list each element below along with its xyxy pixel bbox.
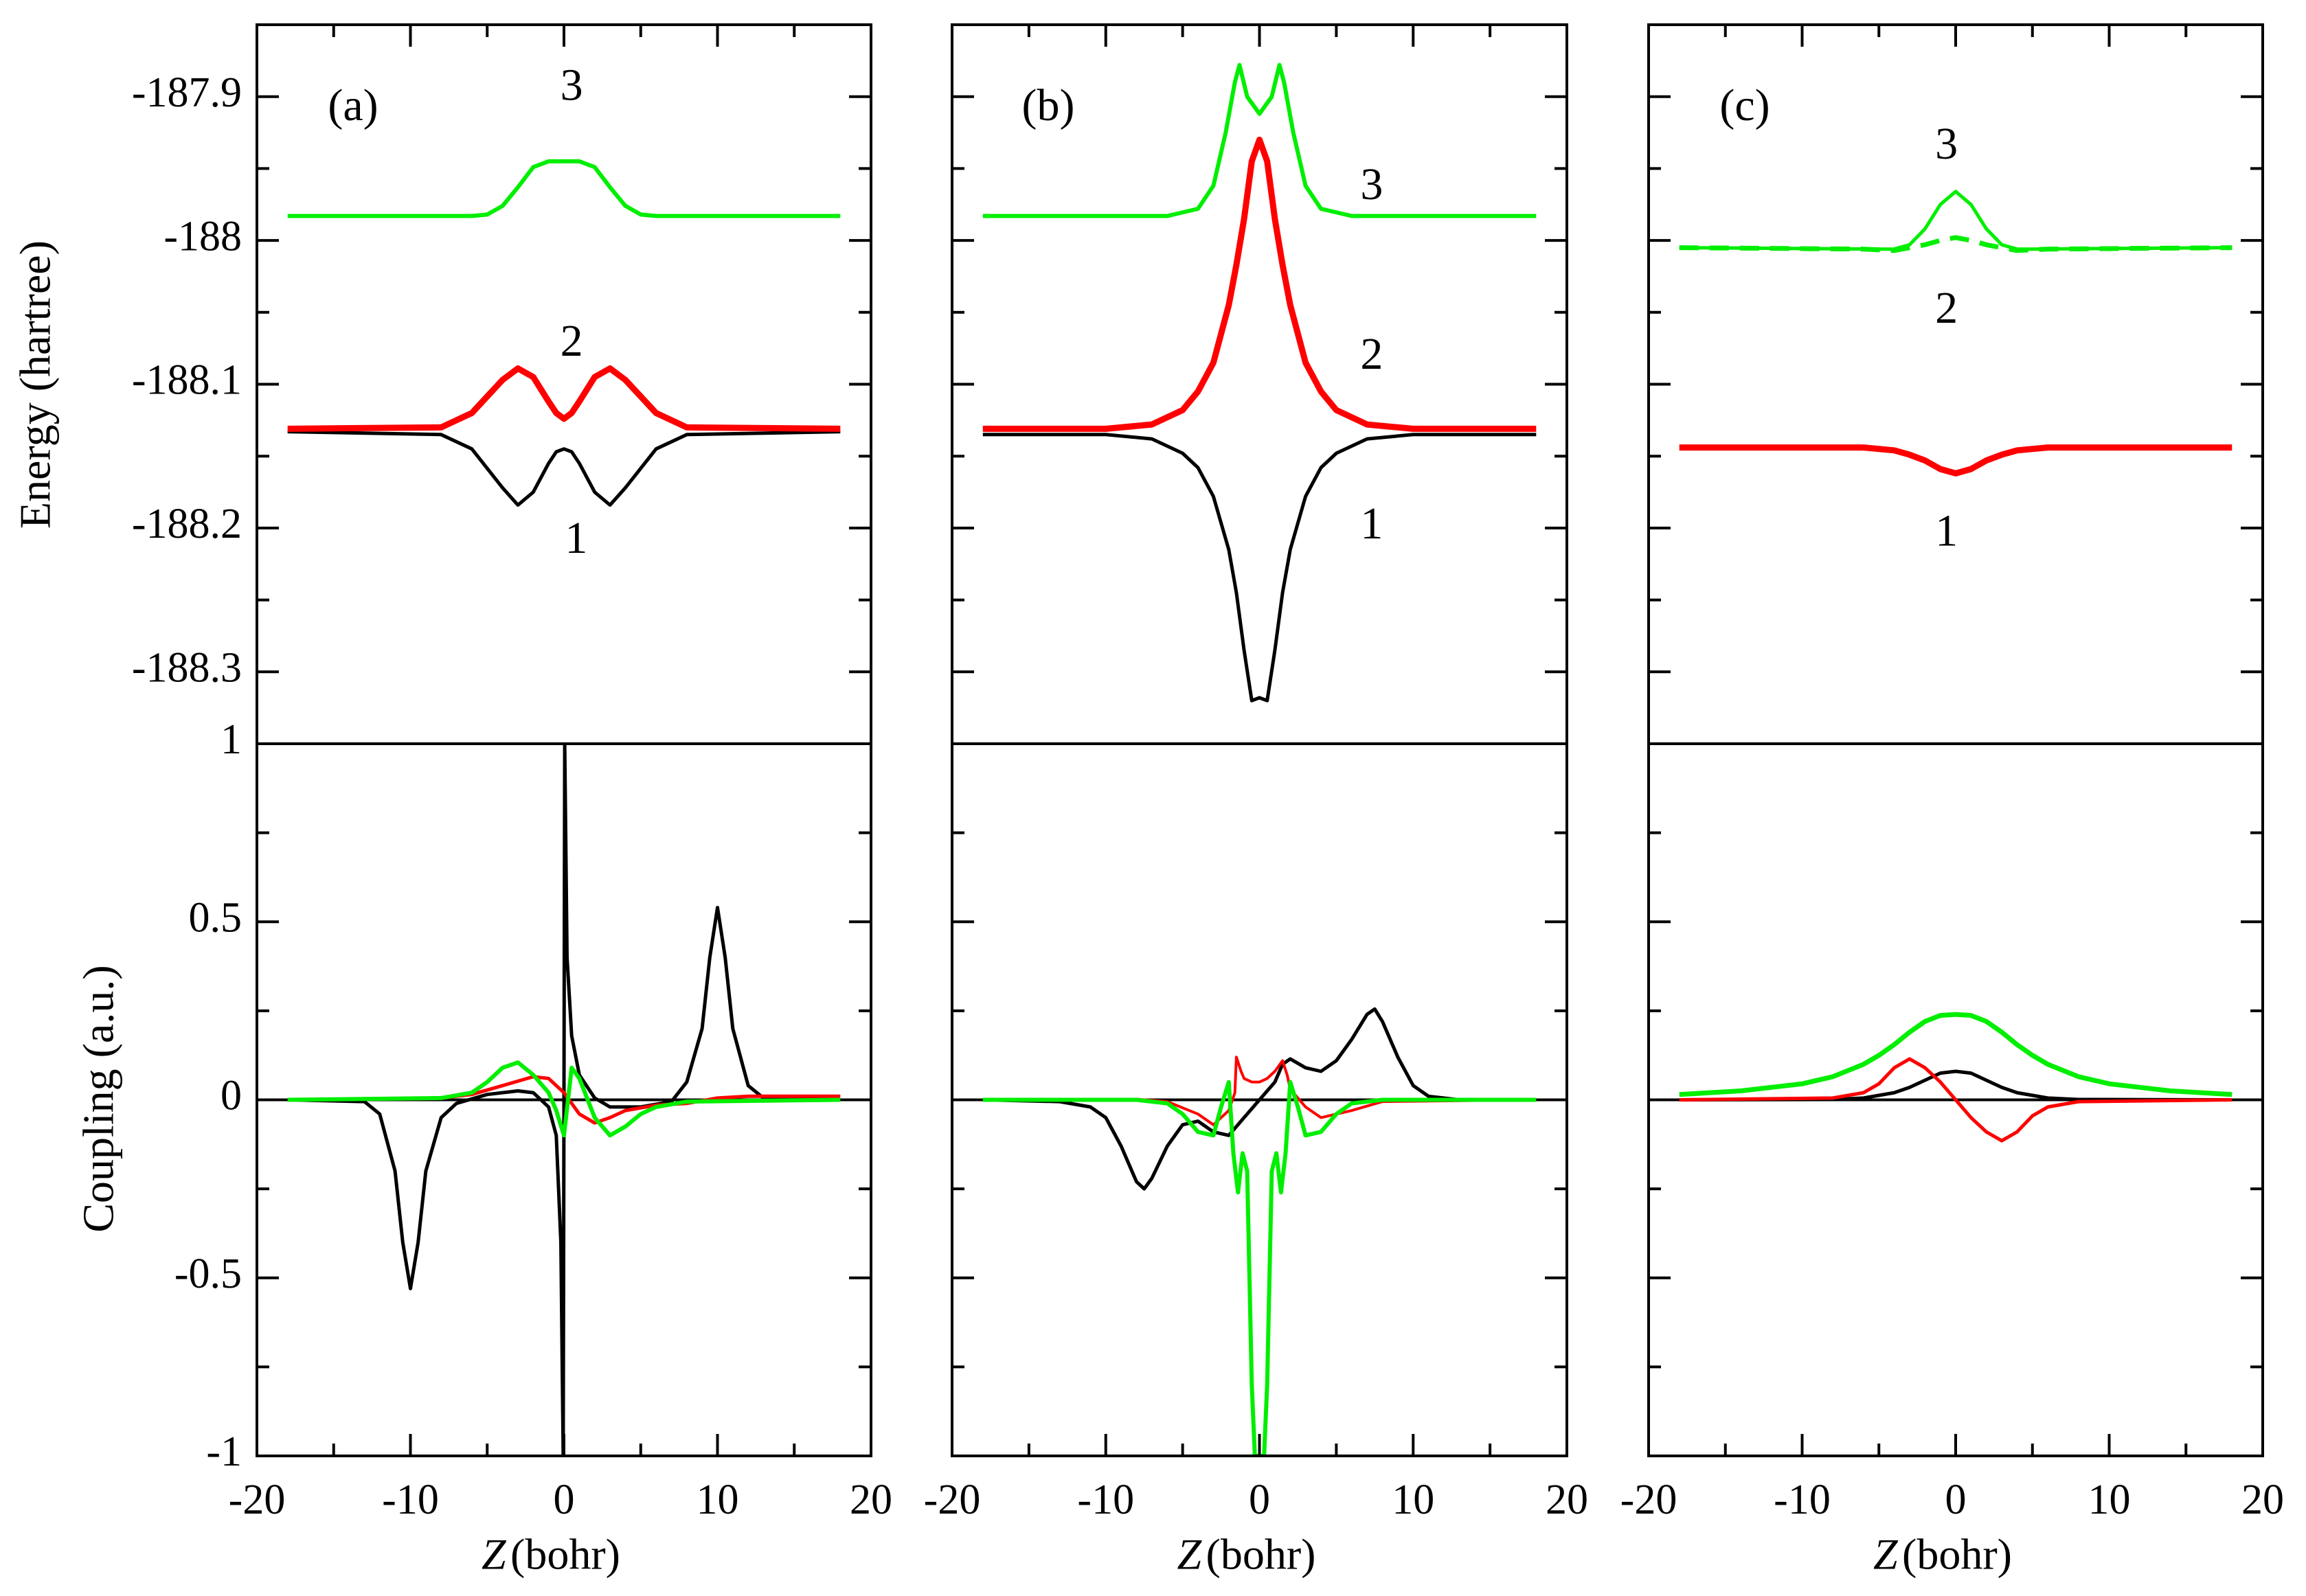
x-tick-label-panel-1: 10 — [697, 1477, 739, 1523]
panel-tag-3: (c) — [1719, 80, 1770, 130]
curve-label-panel-2-1: 1 — [1360, 499, 1383, 549]
energy-curve-panel-1-series-2 — [287, 365, 841, 432]
x-tick-label-panel-1: 20 — [850, 1477, 892, 1523]
energy-y-tick-label: -187.9 — [132, 69, 242, 116]
coupling-curve-panel-2-series-3 — [982, 1080, 1537, 1456]
x-axis-title-z-panel-1: Z — [482, 1530, 507, 1579]
energy-curve-panel-3-series-1 — [1679, 444, 2232, 477]
x-tick-label-panel-2: -20 — [924, 1477, 981, 1523]
x-axis-title-z-panel-2: Z — [1177, 1530, 1203, 1579]
x-tick-label-panel-1: 0 — [554, 1477, 575, 1523]
energy-curve-panel-3-series-3 — [1679, 235, 2232, 253]
energy-y-tick-label: -188.2 — [132, 501, 242, 547]
curve-label-panel-2-2: 2 — [1360, 329, 1383, 379]
coupling-curve-panel-1-series-1 — [287, 744, 841, 1456]
energy-curve-panel-2-series-3 — [982, 62, 1537, 218]
curve-label-panel-1-3: 3 — [561, 60, 583, 110]
coupling-y-tick-label: 1 — [221, 716, 242, 763]
x-tick-label-panel-2: -10 — [1077, 1477, 1134, 1523]
coupling-y-tick-label: 0 — [221, 1073, 242, 1119]
x-axis-title-unit-panel-1: (bohr) — [510, 1530, 620, 1579]
energy-y-tick-label: -188.3 — [132, 645, 242, 692]
x-tick-label-panel-1: -10 — [382, 1477, 439, 1523]
x-tick-label-panel-3: 20 — [2241, 1477, 2284, 1523]
coupling-y-axis-title: Coupling (a.u.) — [74, 965, 123, 1232]
curve-label-panel-3-3: 3 — [1935, 119, 1958, 169]
energy-y-tick-label: -188 — [163, 213, 242, 260]
x-tick-label-panel-3: 10 — [2088, 1477, 2131, 1523]
energy-y-axis-title: Energy (hartree) — [11, 240, 60, 529]
x-axis-title-z-panel-3: Z — [1873, 1530, 1899, 1579]
x-tick-label-panel-2: 0 — [1249, 1477, 1270, 1523]
coupling-y-tick-label: -0.5 — [174, 1251, 242, 1297]
x-tick-label-panel-3: -20 — [1620, 1477, 1677, 1523]
panel-tag-1: (a) — [328, 80, 378, 130]
coupling-y-tick-label: -1 — [206, 1428, 242, 1475]
coupling-curve-panel-2-series-1 — [982, 1007, 1537, 1191]
curve-label-panel-3-1: 1 — [1935, 506, 1958, 556]
energy-curve-panel-2-series-2 — [982, 137, 1537, 432]
energy-curve-panel-1-series-3 — [287, 159, 841, 218]
x-tick-label-panel-2: 10 — [1392, 1477, 1434, 1523]
curve-label-panel-1-2: 2 — [561, 316, 583, 366]
x-tick-label-panel-3: -10 — [1774, 1477, 1831, 1523]
coupling-y-tick-label: 0.5 — [189, 894, 242, 941]
energy-curve-panel-1-series-1 — [287, 430, 841, 507]
curve-label-panel-3-2: 2 — [1935, 283, 1958, 333]
x-axis-title-unit-panel-2: (bohr) — [1206, 1530, 1316, 1579]
coupling-curve-panel-3-series-1 — [1679, 1069, 2232, 1102]
coupling-curve-panel-3-series-3 — [1679, 1012, 2232, 1097]
x-tick-label-panel-1: -20 — [229, 1477, 286, 1523]
x-axis-title-unit-panel-3: (bohr) — [1902, 1530, 2012, 1579]
x-tick-label-panel-2: 20 — [1546, 1477, 1588, 1523]
panel-tag-2: (b) — [1022, 80, 1075, 130]
energy-y-tick-label: -188.1 — [132, 357, 242, 404]
coupling-curve-panel-3-series-2 — [1679, 1057, 2232, 1143]
plot-layer: -20 -10 0 10 20Z (bohr)(a) 321-20 -10 0 10 20Z (b… — [11, 23, 2284, 1579]
x-tick-label-panel-3: 0 — [1945, 1477, 1967, 1523]
energy-curve-panel-2-series-1 — [982, 433, 1537, 703]
curve-label-panel-1-1: 1 — [565, 513, 587, 563]
coupling-curve-panel-2-series-2 — [982, 1056, 1537, 1126]
curve-label-panel-2-3: 3 — [1360, 159, 1383, 209]
coupling-curve-panel-1-series-3 — [287, 1060, 841, 1138]
